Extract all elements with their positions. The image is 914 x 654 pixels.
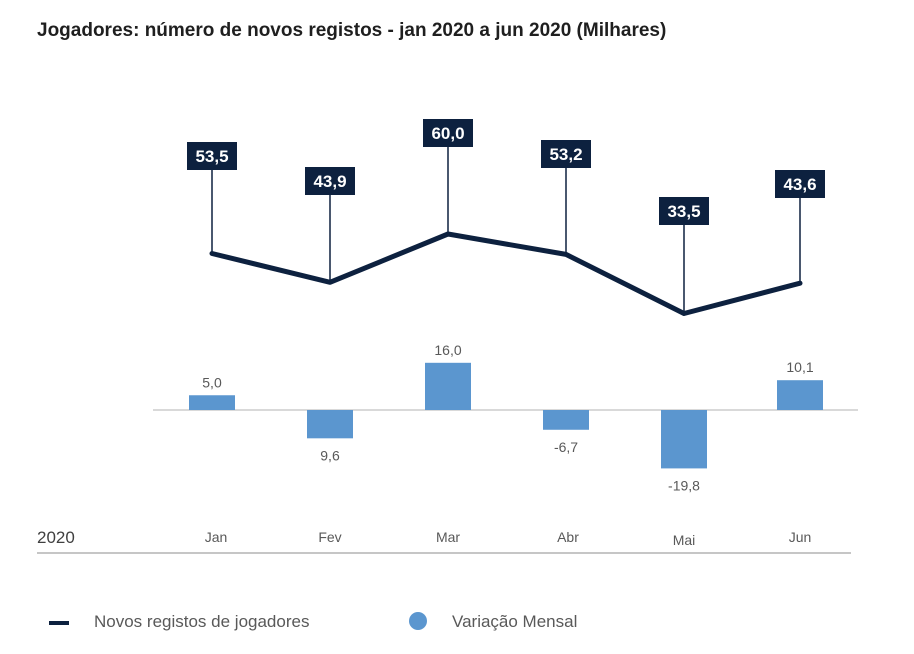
x-tick-label: Abr bbox=[557, 529, 579, 545]
bar-value-label: 16,0 bbox=[434, 342, 461, 358]
bar-abr bbox=[543, 410, 589, 430]
value-box bbox=[187, 142, 237, 170]
bar-jun bbox=[777, 380, 823, 410]
bar-fev bbox=[307, 410, 353, 439]
bar-mar bbox=[425, 362, 471, 410]
x-tick-label: Jan bbox=[205, 529, 228, 545]
year-label: 2020 bbox=[37, 528, 75, 547]
legend-label-line: Novos registos de jogadores bbox=[94, 612, 309, 631]
line-value-label: 33,5 bbox=[667, 202, 700, 221]
value-box bbox=[423, 119, 473, 147]
x-tick-label: Mai bbox=[673, 532, 696, 548]
line-value-label: 53,2 bbox=[549, 145, 582, 164]
x-tick-label: Mar bbox=[436, 529, 460, 545]
bar-value-label: -19,8 bbox=[668, 477, 700, 493]
bar-value-label: 9,6 bbox=[320, 447, 340, 463]
legend-bar-marker bbox=[409, 612, 427, 630]
value-box bbox=[541, 140, 591, 168]
line-value-label: 43,6 bbox=[783, 175, 816, 194]
value-box bbox=[775, 170, 825, 198]
legend-label-bar: Variação Mensal bbox=[452, 612, 577, 631]
line-series-novos-registos bbox=[209, 231, 803, 316]
x-tick-label: Fev bbox=[318, 529, 341, 545]
bar-value-label: -6,7 bbox=[554, 439, 578, 455]
value-box bbox=[659, 197, 709, 225]
line-value-label: 53,5 bbox=[195, 147, 228, 166]
line-value-label: 60,0 bbox=[431, 124, 464, 143]
x-tick-label: Jun bbox=[789, 529, 812, 545]
bar-mai bbox=[661, 410, 707, 469]
value-box bbox=[305, 167, 355, 195]
bar-value-label: 10,1 bbox=[786, 359, 813, 375]
bar-value-label: 5,0 bbox=[202, 374, 222, 390]
chart-title: Jogadores: número de novos registos - ja… bbox=[37, 20, 667, 41]
line-value-label: 43,9 bbox=[313, 172, 346, 191]
bar-jan bbox=[189, 395, 235, 410]
